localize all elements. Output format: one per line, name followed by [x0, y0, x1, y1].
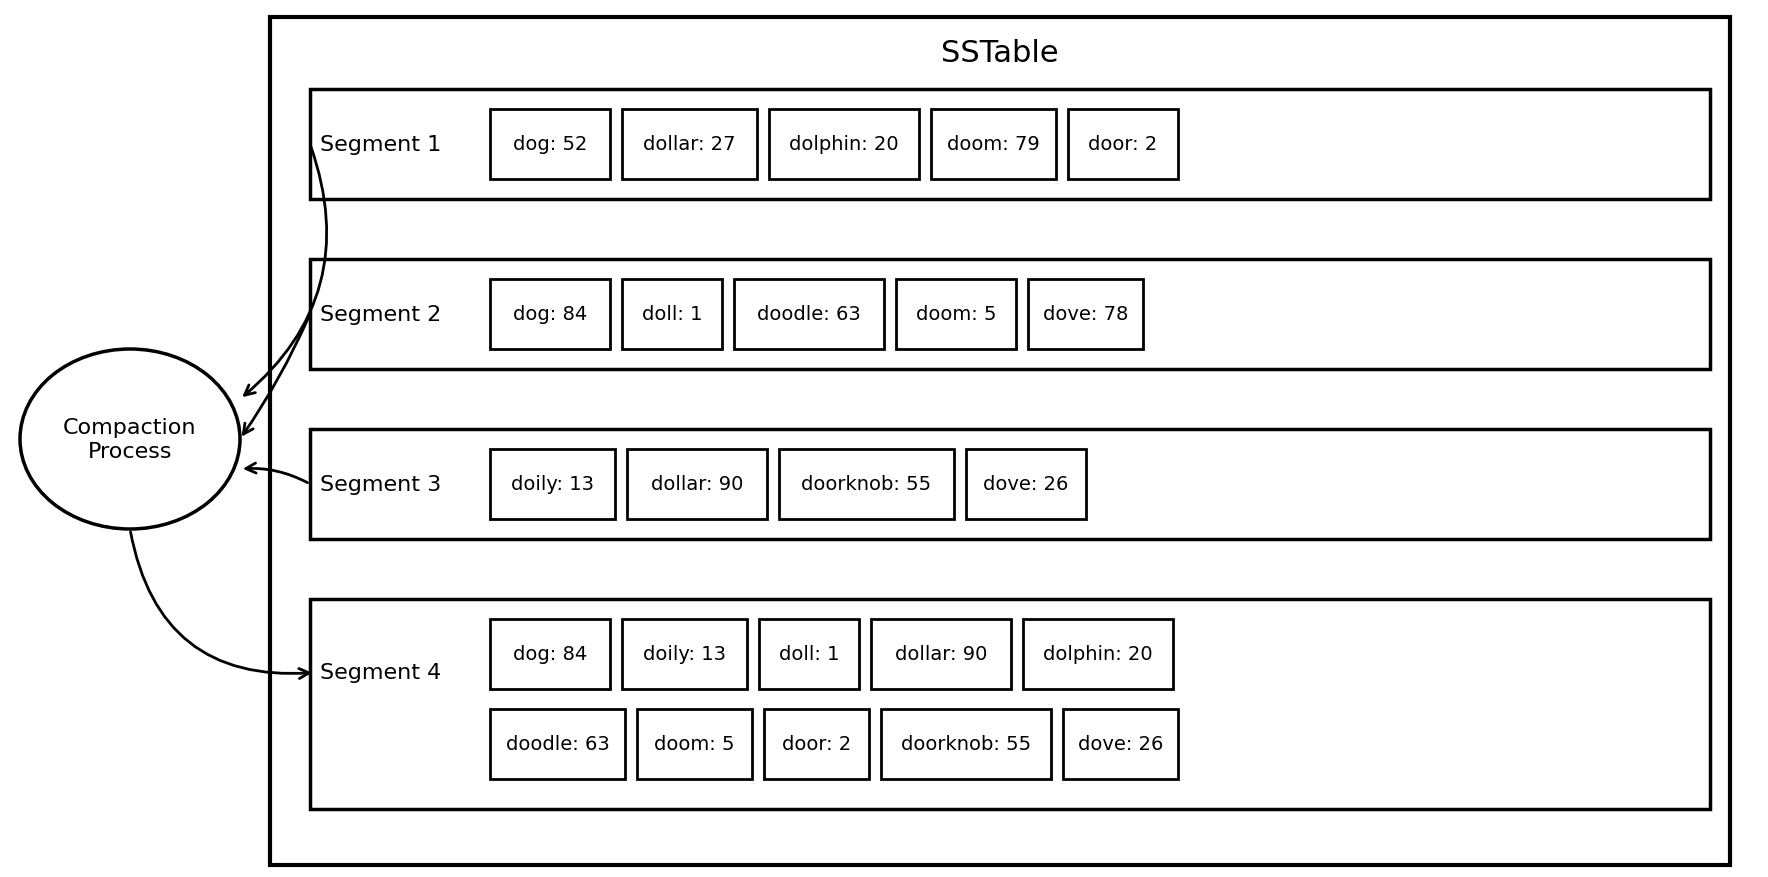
Text: dollar: 90: dollar: 90	[895, 645, 987, 664]
Text: doodle: 63: doodle: 63	[506, 735, 610, 753]
Text: dolphin: 20: dolphin: 20	[1043, 645, 1153, 664]
Bar	[1027, 280, 1142, 350]
Bar	[490, 450, 615, 519]
Bar	[1024, 619, 1172, 689]
Text: dog: 84: dog: 84	[513, 645, 587, 664]
Bar	[490, 619, 610, 689]
Bar	[1068, 110, 1177, 180]
Text: doom: 5: doom: 5	[654, 735, 735, 753]
Text: doodle: 63: doodle: 63	[757, 305, 861, 324]
Text: Segment 3: Segment 3	[320, 474, 442, 495]
Bar	[872, 619, 1011, 689]
Text: Segment 4: Segment 4	[320, 663, 442, 682]
Bar	[490, 280, 610, 350]
Text: doily: 13: doily: 13	[644, 645, 727, 664]
Text: doorknob: 55: doorknob: 55	[902, 735, 1031, 753]
Text: door: 2: door: 2	[781, 735, 850, 753]
Bar	[309, 260, 1710, 369]
Text: dog: 52: dog: 52	[513, 135, 587, 154]
Bar	[309, 599, 1710, 809]
Bar	[490, 110, 610, 180]
Bar	[1063, 709, 1177, 779]
Text: dove: 26: dove: 26	[1078, 735, 1163, 753]
Bar	[636, 709, 751, 779]
Text: SSTable: SSTable	[941, 39, 1059, 68]
Bar	[622, 280, 721, 350]
Text: dove: 26: dove: 26	[983, 475, 1068, 494]
Bar	[965, 450, 1086, 519]
Text: door: 2: door: 2	[1089, 135, 1158, 154]
Bar	[758, 619, 859, 689]
Bar	[628, 450, 767, 519]
Text: doom: 79: doom: 79	[948, 135, 1040, 154]
Text: doll: 1: doll: 1	[642, 305, 702, 324]
Bar	[764, 709, 870, 779]
Text: doorknob: 55: doorknob: 55	[801, 475, 932, 494]
Text: dog: 84: dog: 84	[513, 305, 587, 324]
Bar	[622, 110, 757, 180]
Bar	[780, 450, 955, 519]
Text: dollar: 90: dollar: 90	[651, 475, 743, 494]
Text: doily: 13: doily: 13	[511, 475, 594, 494]
Text: doom: 5: doom: 5	[916, 305, 995, 324]
Bar	[880, 709, 1050, 779]
Text: dove: 78: dove: 78	[1043, 305, 1128, 324]
Text: dolphin: 20: dolphin: 20	[789, 135, 898, 154]
Bar	[932, 110, 1055, 180]
Bar	[309, 90, 1710, 200]
Text: doll: 1: doll: 1	[778, 645, 840, 664]
Bar	[734, 280, 884, 350]
Bar	[769, 110, 919, 180]
Text: Segment 1: Segment 1	[320, 135, 442, 155]
Text: Segment 2: Segment 2	[320, 304, 442, 324]
Bar	[622, 619, 748, 689]
Text: dollar: 27: dollar: 27	[644, 135, 735, 154]
Bar	[271, 18, 1731, 865]
Bar	[896, 280, 1017, 350]
Text: Compaction
Process: Compaction Process	[64, 418, 196, 461]
Bar	[309, 430, 1710, 539]
Bar	[490, 709, 626, 779]
Ellipse shape	[19, 350, 240, 530]
